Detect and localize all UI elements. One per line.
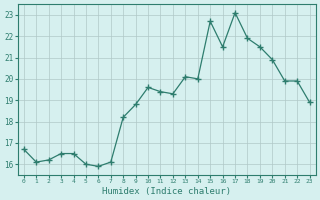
X-axis label: Humidex (Indice chaleur): Humidex (Indice chaleur) — [102, 187, 231, 196]
